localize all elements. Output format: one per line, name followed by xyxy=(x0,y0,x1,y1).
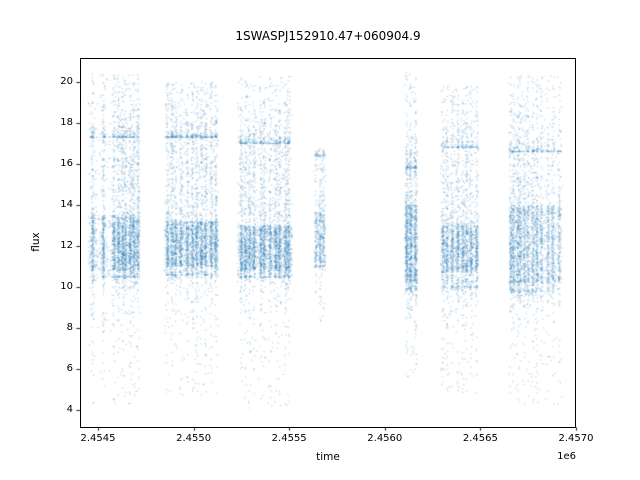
y-tick-label: 20 xyxy=(60,75,73,87)
x-tick-label: 2.4560 xyxy=(367,433,403,444)
x-tick-label: 2.4550 xyxy=(176,433,212,444)
y-tick-label: 4 xyxy=(66,403,73,415)
y-tick-label: 6 xyxy=(66,362,73,374)
x-axis-label: time xyxy=(316,451,340,463)
x-tick-label: 2.4555 xyxy=(271,433,307,444)
y-tick-label: 18 xyxy=(60,116,73,128)
y-tick-label: 12 xyxy=(60,239,73,251)
y-tick-label: 16 xyxy=(60,157,73,169)
x-tick-label: 2.4570 xyxy=(558,433,594,444)
y-tick-label: 10 xyxy=(60,280,73,292)
y-tick-label: 14 xyxy=(60,198,73,210)
chart-title: 1SWASPJ152910.47+060904.9 xyxy=(235,29,421,43)
x-tick-label: 2.4565 xyxy=(462,433,498,444)
x-axis-offset-label: 1e6 xyxy=(557,451,576,462)
y-tick-label: 8 xyxy=(66,321,73,333)
x-tick-label: 2.4545 xyxy=(80,433,116,444)
